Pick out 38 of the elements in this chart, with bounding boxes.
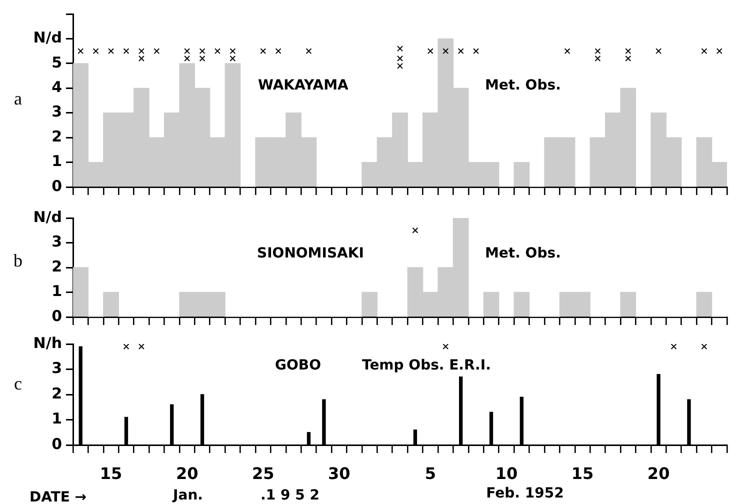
text: c — [14, 374, 22, 394]
text: Temp Obs. E.R.I. — [362, 358, 491, 374]
x-tick-label: 20 — [647, 464, 670, 483]
y-tick-label: 0 — [52, 176, 62, 195]
y-tick-label: 3 — [52, 102, 62, 121]
text: Met. Obs. — [485, 246, 561, 262]
x-tick-label: 5 — [424, 464, 436, 483]
x-tick-label: 20 — [176, 464, 198, 483]
y-tick-label: N/h — [33, 334, 62, 352]
y-tick-label: 2 — [52, 257, 62, 276]
x-tick-label: 15 — [571, 464, 594, 483]
text: Met. Obs. — [485, 78, 561, 94]
y-tick-label: 1 — [52, 282, 62, 300]
x-tick-label: 30 — [328, 464, 350, 483]
y-tick-label: 3 — [52, 232, 62, 251]
y-tick-label: 2 — [52, 127, 62, 146]
text: SIONOMISAKI — [257, 246, 364, 262]
y-tick-label: 1 — [52, 410, 62, 428]
x-tick-label: 15 — [100, 464, 122, 483]
x-tick-label: 25 — [252, 464, 274, 483]
text: b — [14, 250, 22, 271]
y-tick-label: 0 — [52, 306, 62, 325]
text: WAKAYAMA — [258, 78, 349, 94]
x-axis-title: DATE → — [29, 490, 87, 504]
text: Feb. 1952 — [486, 486, 564, 502]
y-tick-label: 4 — [52, 78, 62, 96]
text: .1 9 5 2 — [260, 488, 320, 504]
y-tick-label: 0 — [52, 434, 62, 453]
y-tick-label: 2 — [52, 384, 62, 402]
y-tick-label: N/d — [33, 28, 62, 47]
x-tick-label: 10 — [495, 464, 518, 483]
y-tick-label: N/d — [33, 208, 62, 226]
y-tick-label: 5 — [52, 53, 62, 72]
text: Jan. — [172, 488, 203, 504]
text: a — [14, 88, 22, 109]
text: GOBO — [275, 358, 322, 374]
y-tick-label: 1 — [52, 152, 62, 170]
y-tick-label: 3 — [52, 359, 62, 378]
